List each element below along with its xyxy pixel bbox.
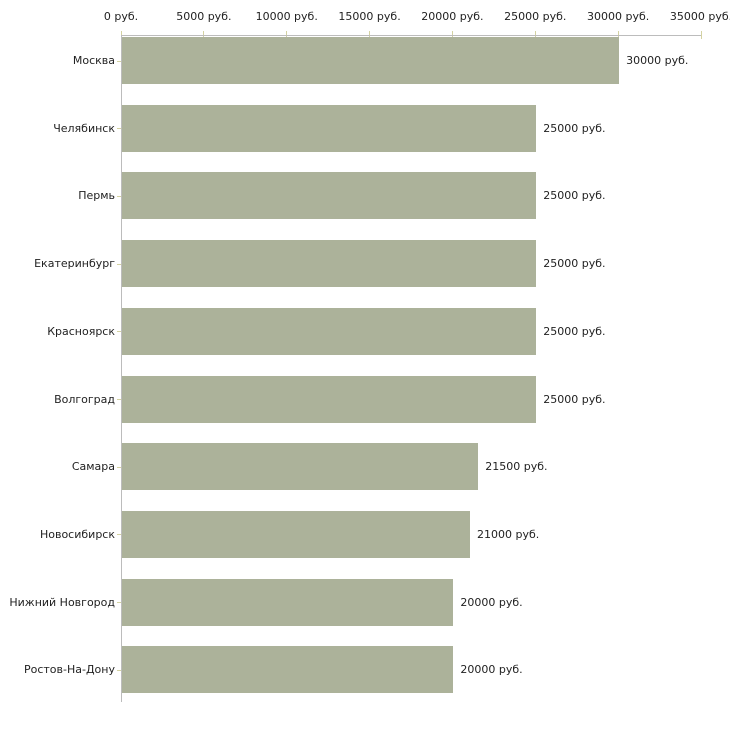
x-tick-label: 30000 руб. [587, 10, 650, 23]
bar-row: Новосибирск 21000 руб. [40, 510, 701, 558]
bar-row: Нижний Новгород 20000 руб. [9, 578, 701, 626]
category-tick-mark [117, 399, 121, 400]
bar-row: Красноярск 25000 руб. [47, 307, 701, 355]
bar-value-label: 25000 руб. [543, 324, 606, 338]
x-axis-line [121, 35, 701, 36]
category-label: Самара [71, 460, 115, 474]
bar [122, 375, 537, 423]
x-axis: 0 руб. 5000 руб. 10000 руб. 15000 руб. 20000… [104, 0, 730, 45]
bar-row: Самара 21500 руб. [72, 443, 701, 491]
bar [122, 172, 537, 220]
plot-area: Москва 30000 руб. Челябинск 25000 руб. П… [9, 35, 701, 702]
bar-value-label: 25000 руб. [543, 257, 606, 271]
bar [122, 240, 537, 288]
category-tick-mark [117, 669, 121, 671]
bar-row: Ростов-На-Дону 20000 руб. [24, 646, 701, 694]
x-tick-mark [700, 31, 702, 39]
bar [122, 104, 537, 152]
bar [122, 37, 620, 84]
category-tick-mark [117, 195, 121, 197]
category-label: Красноярск [47, 324, 115, 338]
category-tick-mark [117, 128, 121, 130]
category-tick-mark [117, 263, 121, 265]
bar-row: Екатеринбург 25000 руб. [34, 240, 701, 288]
bar-value-label: 25000 руб. [543, 189, 606, 203]
bar-row: Пермь 25000 руб. [78, 172, 701, 220]
bar [122, 646, 454, 694]
x-tick-label: 10000 руб. [255, 10, 318, 23]
category-label: Волгоград [54, 392, 115, 406]
category-tick-mark [117, 534, 121, 536]
bar [122, 443, 479, 491]
category-label: Новосибирск [39, 527, 115, 541]
bar-value-label: 20000 руб. [460, 595, 523, 609]
bar-value-label: 25000 руб. [543, 121, 606, 135]
bar [122, 578, 454, 626]
category-label: Москва [72, 54, 115, 67]
bar-value-label: 21000 руб. [477, 527, 540, 541]
bar-value-label: 25000 руб. [543, 392, 606, 406]
category-label: Челябинск [53, 121, 115, 135]
bar-value-label: 21500 руб. [485, 460, 548, 474]
x-tick-label: 35000 руб. [669, 10, 730, 23]
x-tick-label: 15000 руб. [338, 10, 401, 23]
x-tick-label: 5000 руб. [176, 10, 232, 23]
category-label: Пермь [78, 189, 115, 203]
category-tick-mark [117, 466, 121, 468]
bar-row: Волгоград 25000 руб. [54, 375, 701, 423]
bar [122, 307, 537, 355]
category-tick-mark [117, 331, 121, 333]
x-tick-label: 20000 руб. [421, 10, 484, 23]
category-label: Ростов-На-Дону [23, 663, 115, 677]
x-tick-label: 25000 руб. [504, 10, 567, 23]
category-label: Екатеринбург [34, 257, 115, 271]
y-axis-line [121, 35, 122, 702]
bar-row: Москва 30000 руб. [73, 37, 701, 84]
bar-row: Челябинск 25000 руб. [53, 104, 701, 152]
x-tick-label: 0 руб. [103, 10, 139, 23]
bar-value-label: 30000 руб. [626, 54, 689, 67]
bar-value-label: 20000 руб. [460, 663, 523, 677]
category-tick-mark [117, 602, 121, 604]
category-label: Нижний Новгород [9, 595, 115, 609]
bar [122, 510, 470, 558]
category-tick-mark [117, 60, 121, 62]
